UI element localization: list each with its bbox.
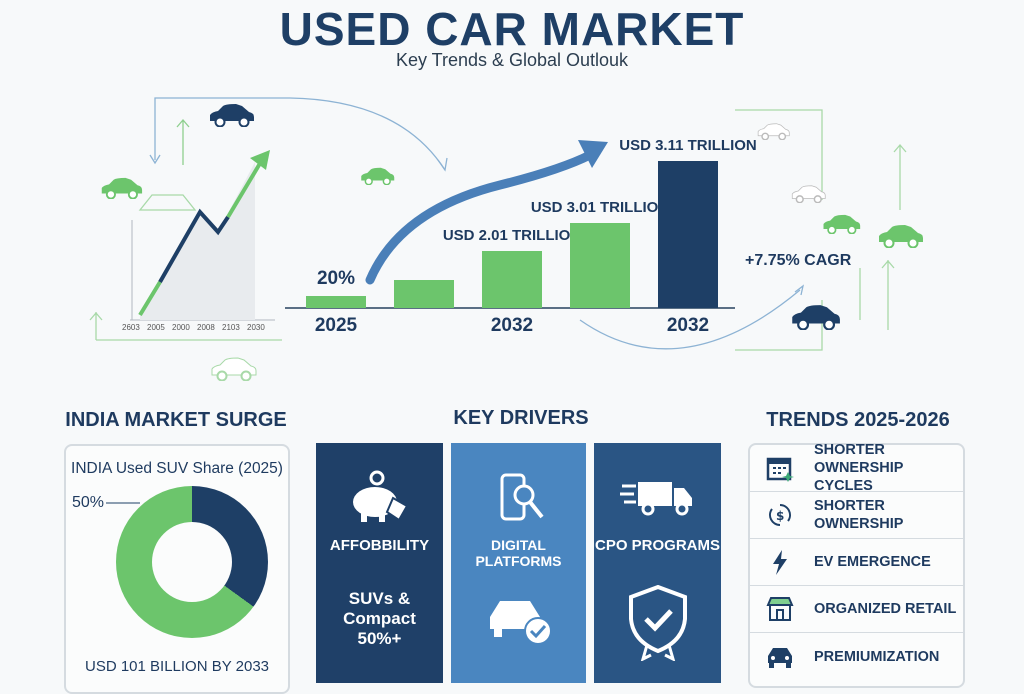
bar (306, 296, 366, 308)
bar-value-label: 20% (316, 268, 356, 290)
mini-x-tick: 2005 (147, 323, 165, 332)
delivery-truck-icon (620, 482, 692, 516)
trend-item: ORGANIZED RETAIL (750, 586, 963, 633)
growth-arrow-icon (365, 140, 608, 285)
mini-x-tick: 2008 (197, 323, 215, 332)
trends-heading: TRENDS 2025-2026 (766, 409, 950, 431)
mini-x-tick: 2030 (247, 323, 265, 332)
bar-value-label: USD 2.01 TRILLION (442, 227, 582, 245)
trend-label: ORGANIZED RETAIL (814, 601, 957, 617)
leader-line (106, 502, 140, 504)
trend-label: EV EMERGENCE (814, 554, 931, 570)
india-chart-title: INDIA Used SUV Share (2025) (71, 460, 283, 477)
share-label: 50% (72, 494, 105, 511)
bar (658, 161, 718, 308)
cycle-dollar-icon: $ (769, 504, 791, 526)
arrow-head-icon (250, 150, 270, 170)
driver-affordability: AFFOBBILITY SUVs & Compact 50%+ (316, 443, 443, 683)
bar-year-label: 2032 (490, 315, 534, 336)
trends-card: SHORTER OWNERSHIP CYCLES $ SHORTER OWNERS… (748, 442, 965, 688)
bar-year-label: 2032 (666, 315, 710, 336)
mini-x-tick: 2103 (222, 323, 240, 332)
storefront-icon (766, 597, 794, 621)
driver-label: CPO PROGRAMS (594, 537, 720, 554)
page-subtitle: Key Trends & Global Outlouk (395, 50, 629, 70)
shield-check-icon (629, 585, 687, 661)
mini-x-tick: 2000 (172, 323, 190, 332)
bar-value-label: USD 3.01 TRILLION (530, 198, 670, 216)
trend-item: EV EMERGENCE (750, 539, 963, 586)
trend-item: PREMIUMIZATION (750, 633, 963, 680)
decorative-arrows (89, 97, 925, 381)
trend-label: PREMIUMIZATION (814, 648, 940, 665)
mini-trend-chart (130, 150, 275, 321)
phone-search-icon (500, 473, 544, 521)
trend-line-segment (138, 280, 162, 317)
trend-line-segment (226, 158, 264, 219)
piggy-bank-icon (353, 470, 409, 522)
india-heading: INDIA MARKET SURGE (65, 409, 287, 431)
cagr-label: +7.75% CAGR (745, 252, 852, 269)
bar-year-label: 2025 (314, 315, 358, 336)
bar-value-label: USD 3.11 TRILLION (619, 137, 757, 154)
trend-label: SHORTER OWNERSHIP CYCLES (814, 442, 904, 494)
bar (394, 279, 454, 308)
car-check-icon (490, 601, 552, 645)
bar (482, 251, 542, 308)
india-footer: USD 101 BILLION BY 2033 (85, 658, 269, 675)
calendar-icon (766, 457, 794, 482)
bar-chart-baseline (285, 307, 735, 309)
driver-cpo-programs: CPO PROGRAMS (594, 443, 721, 683)
bar (570, 222, 630, 308)
car-icon (768, 647, 792, 668)
trend-label: SHORTER OWNERSHIP (814, 498, 904, 532)
trend-item: $ SHORTER OWNERSHIP (750, 492, 963, 539)
trend-line-segment (158, 208, 230, 283)
page-title: USED CAR MARKET (279, 3, 745, 55)
driver-sub-label: SUVs & Compact 50%+ (343, 589, 416, 648)
driver-label: AFFOBBILITY (329, 537, 430, 554)
driver-label: DIGITAL PLATFORMS (475, 537, 562, 569)
lightning-icon (773, 550, 787, 575)
trend-item: SHORTER OWNERSHIP CYCLES (750, 442, 963, 494)
driver-digital-platforms: DIGITAL PLATFORMS (451, 443, 586, 683)
india-card: INDIA Used SUV Share (2025) 50% USD 101 … (64, 444, 290, 694)
svg-text:$: $ (776, 509, 784, 523)
mini-x-tick: 2603 (122, 323, 140, 332)
suv-share-donut (116, 486, 268, 638)
drivers-heading: KEY DRIVERS (453, 407, 589, 429)
